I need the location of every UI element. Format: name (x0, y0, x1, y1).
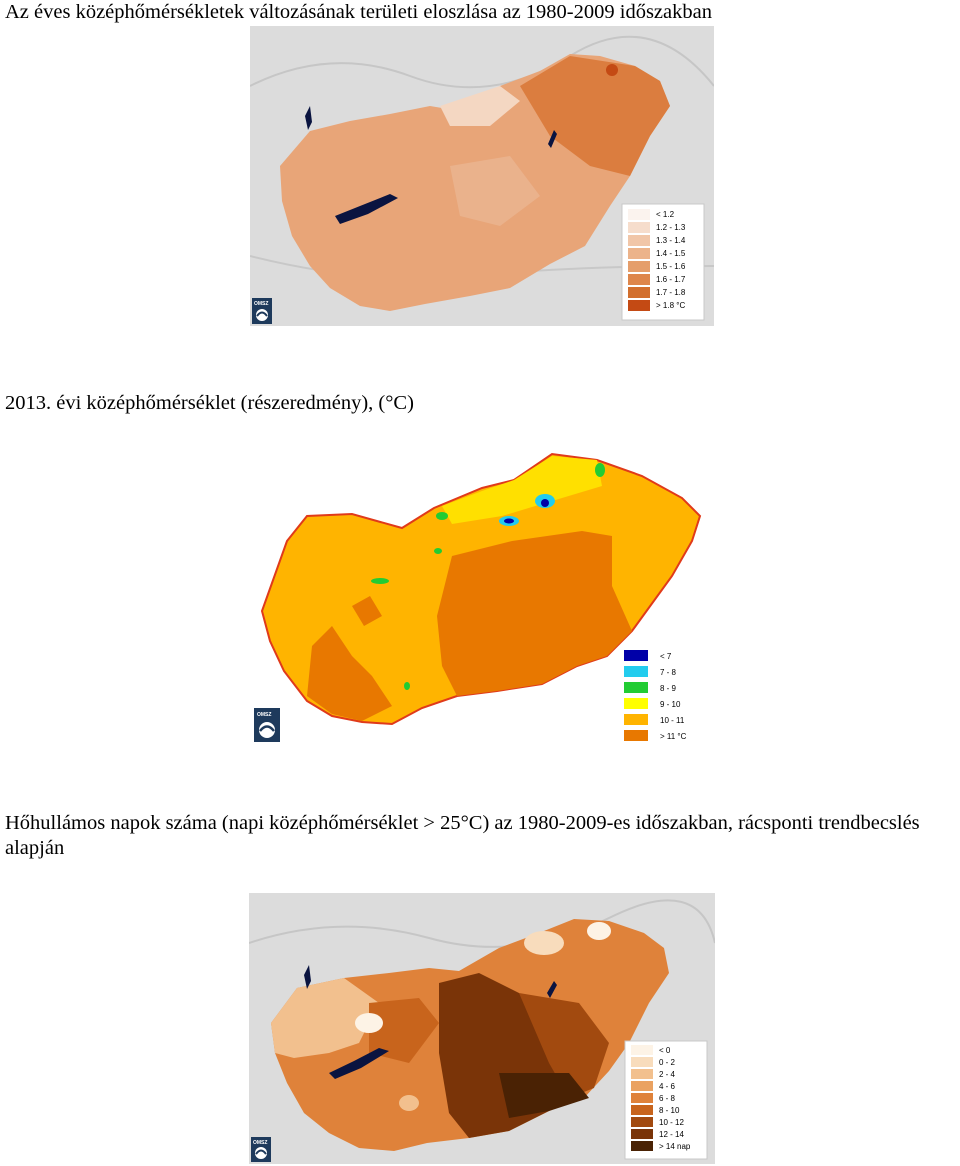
legend-swatch (631, 1129, 653, 1139)
legend-label: > 11 °C (660, 732, 687, 741)
legend-label: 1.6 - 1.7 (656, 275, 686, 284)
omsz-logo: OMSZ (254, 708, 280, 742)
legend-label: 8 - 9 (660, 684, 677, 693)
legend-swatch (631, 1105, 653, 1115)
legend-swatch (628, 222, 650, 233)
legend-label: 10 - 12 (659, 1118, 684, 1127)
map-temperature-change: < 1.2 1.2 - 1.3 1.3 - 1.4 1.4 - 1.5 1.5 … (250, 26, 714, 326)
legend-swatch (631, 1057, 653, 1067)
legend-label: 6 - 8 (659, 1094, 676, 1103)
legend-1: < 1.2 1.2 - 1.3 1.3 - 1.4 1.4 - 1.5 1.5 … (628, 209, 686, 311)
legend-swatch (631, 1045, 653, 1055)
omsz-logo: OMSZ (251, 1137, 271, 1162)
legend-label: < 1.2 (656, 210, 675, 219)
legend-label: > 14 nap (659, 1142, 691, 1151)
legend-swatch (624, 682, 648, 693)
legend-swatch (628, 209, 650, 220)
legend-label: 1.2 - 1.3 (656, 223, 686, 232)
legend-label: 4 - 6 (659, 1082, 676, 1091)
legend-swatch (628, 235, 650, 246)
legend-swatch (628, 300, 650, 311)
svg-text:OMSZ: OMSZ (253, 1140, 267, 1146)
legend-swatch (624, 666, 648, 677)
legend-label: 1.3 - 1.4 (656, 236, 686, 245)
legend-swatch (624, 650, 648, 661)
caption-temperature-change: Az éves középhőmérsékletek változásának … (5, 1, 712, 23)
caption-2013-mean-temp: 2013. évi középhőmérséklet (részeredmény… (5, 392, 414, 414)
legend-label: > 1.8 °C (656, 301, 685, 310)
legend-swatch (624, 698, 648, 709)
legend-label: 1.5 - 1.6 (656, 262, 686, 271)
legend-label: 2 - 4 (659, 1070, 676, 1079)
legend-swatch (631, 1081, 653, 1091)
legend-swatch (628, 248, 650, 259)
map-2013-mean-temperature: < 7 7 - 8 8 - 9 9 - 10 10 - 11 > 11 °C O… (252, 446, 708, 746)
legend-label: 7 - 8 (660, 668, 677, 677)
legend-label: < 7 (660, 652, 672, 661)
legend-label: 8 - 10 (659, 1106, 680, 1115)
legend-swatch (631, 1117, 653, 1127)
legend-swatch (628, 274, 650, 285)
caption-heatwave-days: Hőhullámos napok száma (napi középhőmérs… (5, 812, 920, 859)
legend-label: 0 - 2 (659, 1058, 676, 1067)
map-heatwave-days: < 0 0 - 2 2 - 4 4 - 6 6 - 8 8 - 10 10 - … (249, 893, 715, 1164)
legend-swatch (631, 1093, 653, 1103)
legend-label: 12 - 14 (659, 1130, 684, 1139)
legend-label: 10 - 11 (660, 716, 685, 725)
svg-text:OMSZ: OMSZ (254, 301, 268, 307)
legend-label: 1.4 - 1.5 (656, 249, 686, 258)
legend-label: 9 - 10 (660, 700, 681, 709)
legend-swatch (624, 714, 648, 725)
legend-label: 1.7 - 1.8 (656, 288, 686, 297)
svg-text:OMSZ: OMSZ (257, 712, 271, 718)
legend-swatch (631, 1141, 653, 1151)
legend-swatch (631, 1069, 653, 1079)
legend-label: < 0 (659, 1046, 671, 1055)
omsz-logo: OMSZ (252, 298, 272, 324)
legend-swatch (628, 261, 650, 272)
legend-swatch (628, 287, 650, 298)
legend-swatch (624, 730, 648, 741)
